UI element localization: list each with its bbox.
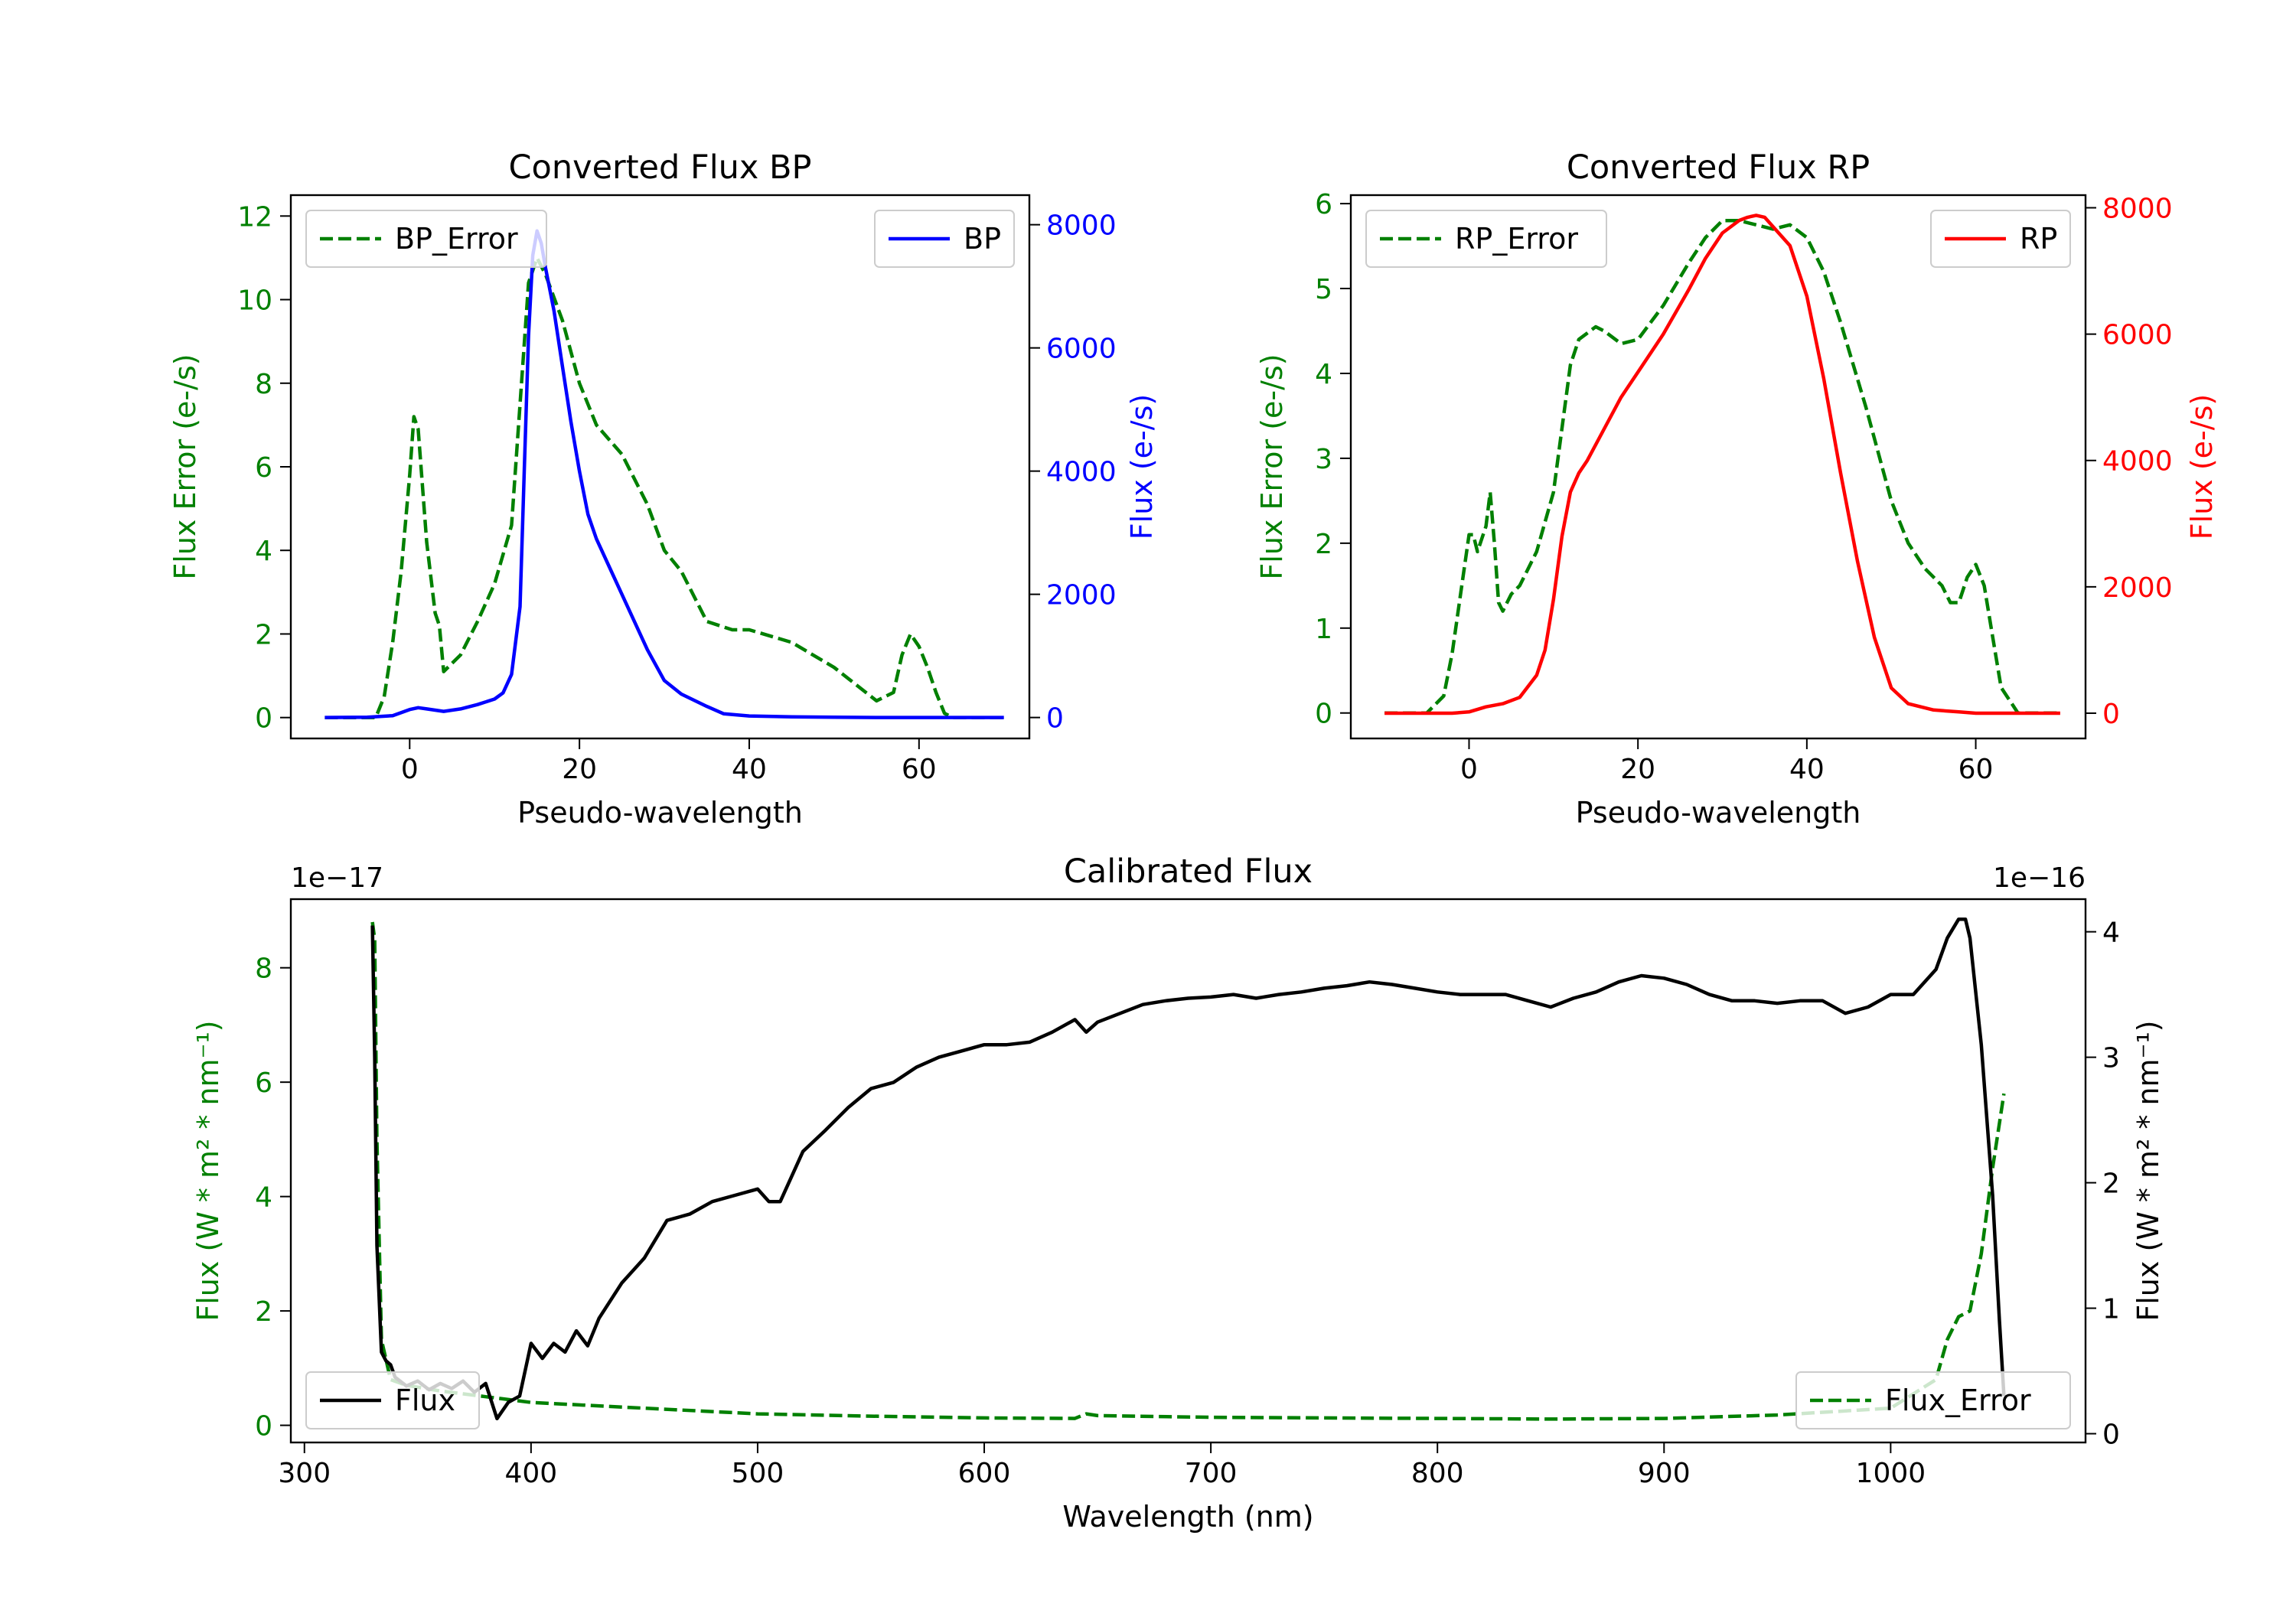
series-line-bp-error bbox=[325, 256, 1004, 719]
legend-label: BP_Error bbox=[395, 222, 518, 256]
y-tick-label-right: 8000 bbox=[2102, 194, 2173, 225]
chart-title: Calibrated Flux bbox=[1064, 852, 1313, 891]
y-tick-label-right: 2000 bbox=[1046, 580, 1117, 611]
x-tick-label: 0 bbox=[401, 754, 419, 785]
y-tick-label-right: 2 bbox=[2102, 1169, 2120, 1200]
x-axis-label: Wavelength (nm) bbox=[1062, 1500, 1313, 1534]
x-tick-label: 20 bbox=[562, 754, 597, 785]
y-tick-label-left: 0 bbox=[1315, 699, 1332, 730]
y-tick-label-left: 8 bbox=[255, 953, 272, 985]
plot-frame bbox=[289, 898, 2087, 1444]
y-tick-label-left: 6 bbox=[255, 1068, 272, 1099]
y-tick-label-left: 4 bbox=[255, 1182, 272, 1214]
legend-right: Flux_Error bbox=[1795, 1371, 2071, 1429]
y-tick-label-left: 2 bbox=[1315, 529, 1332, 560]
legend-right: RP bbox=[1930, 210, 2071, 268]
panel-rp: 0 20 40 60012345602000400060008000Converted… bbox=[1255, 148, 2219, 830]
y-tick-label-left: 4 bbox=[255, 536, 272, 567]
legend-left: Flux bbox=[305, 1371, 480, 1429]
x-tick-label: 800 bbox=[1411, 1458, 1464, 1489]
y-tick-label-right: 0 bbox=[1046, 703, 1064, 735]
y-tick-label-right: 4000 bbox=[2102, 446, 2173, 478]
legend-frame bbox=[305, 1371, 480, 1429]
series-line-rp bbox=[1384, 214, 2060, 715]
y-tick-label-left: 8 bbox=[255, 369, 272, 400]
legend-frame bbox=[1795, 1371, 2071, 1429]
legend-label: RP bbox=[2020, 222, 2057, 256]
panel-cal: 300 400 500 600 700 800 900 1000 0 2 4 6 8 0 1 2 3 4 Calib… bbox=[191, 852, 2165, 1534]
x-tick-label: 20 bbox=[1620, 754, 1655, 785]
x-tick-label: 1000 bbox=[1856, 1458, 1926, 1489]
series-line-flux-error bbox=[370, 921, 2006, 1421]
x-tick-label: 40 bbox=[732, 754, 767, 785]
legend-label: RP_Error bbox=[1455, 222, 1578, 256]
x-axis-label: Pseudo-wavelength bbox=[1576, 796, 1861, 830]
chart-title: Converted Flux BP bbox=[509, 148, 812, 187]
y-axis-label-left: Flux Error (e-/s) bbox=[1255, 354, 1289, 579]
y-tick-label-left: 12 bbox=[237, 201, 272, 233]
chart-title: Converted Flux RP bbox=[1567, 148, 1870, 187]
x-tick-label: 500 bbox=[732, 1458, 784, 1489]
offset-label-left: 1e−17 bbox=[291, 862, 383, 894]
y-tick-label-left: 0 bbox=[255, 1411, 272, 1442]
x-tick-label: 60 bbox=[1958, 754, 1994, 785]
y-tick-label-left: 4 bbox=[1315, 359, 1332, 390]
legend-label: Flux_Error bbox=[1885, 1384, 2031, 1417]
y-tick-label-left: 5 bbox=[1315, 274, 1332, 305]
y-tick-label-right: 4000 bbox=[1046, 457, 1117, 488]
x-tick-label: 0 bbox=[1460, 754, 1478, 785]
y-tick-label-left: 2 bbox=[255, 1296, 272, 1328]
x-tick-label: 400 bbox=[504, 1458, 557, 1489]
legend-right: BP bbox=[874, 210, 1015, 268]
x-tick-label: 900 bbox=[1638, 1458, 1691, 1489]
legend-left: BP_Error bbox=[305, 210, 547, 268]
y-tick-label-right: 8000 bbox=[1046, 210, 1117, 242]
y-axis-label-right: Flux (e-/s) bbox=[2185, 394, 2219, 539]
y-tick-label-left: 6 bbox=[255, 452, 272, 484]
offset-label-right: 1e−16 bbox=[1993, 862, 2086, 894]
x-tick-label: 40 bbox=[1789, 754, 1825, 785]
y-tick-label-left: 2 bbox=[255, 619, 272, 650]
y-axis-label-left: Flux (W * m² * nm⁻¹) bbox=[191, 1020, 225, 1321]
y-tick-label-right: 6000 bbox=[1046, 334, 1117, 365]
y-tick-label-right: 0 bbox=[2102, 1420, 2120, 1451]
y-tick-label-right: 2000 bbox=[2102, 572, 2173, 604]
legend-left: RP_Error bbox=[1365, 210, 1607, 268]
legend-frame bbox=[305, 210, 547, 268]
legend-label: BP bbox=[964, 222, 1001, 256]
plot-frame bbox=[1349, 194, 2087, 740]
y-axis-label-right: Flux (W * m² * nm⁻¹) bbox=[2131, 1020, 2165, 1321]
series-line-bp bbox=[325, 229, 1004, 719]
y-tick-label-left: 1 bbox=[1315, 614, 1332, 645]
y-tick-label-left: 10 bbox=[237, 285, 272, 317]
y-tick-label-right: 0 bbox=[2102, 699, 2120, 730]
y-axis-label-right: Flux (e-/s) bbox=[1125, 394, 1159, 539]
legend-frame bbox=[1365, 210, 1607, 268]
y-tick-label-right: 6000 bbox=[2102, 320, 2173, 351]
series-line-flux bbox=[370, 917, 2006, 1421]
series-line-rp-error bbox=[1384, 219, 2060, 715]
y-axis-label-left: Flux Error (e-/s) bbox=[168, 354, 202, 579]
y-tick-label-left: 3 bbox=[1315, 444, 1332, 475]
y-tick-label-left: 6 bbox=[1315, 189, 1332, 220]
y-tick-label-left: 0 bbox=[255, 703, 272, 735]
y-tick-label-right: 4 bbox=[2102, 918, 2120, 949]
y-tick-label-right: 1 bbox=[2102, 1294, 2120, 1325]
x-tick-label: 600 bbox=[958, 1458, 1011, 1489]
y-tick-label-right: 3 bbox=[2102, 1043, 2120, 1074]
panel-bp: 0 20 40 60 0 2 4 6 8 10 12 0 2000 4000 6000 8000 Convert… bbox=[168, 148, 1159, 830]
x-tick-label: 700 bbox=[1185, 1458, 1238, 1489]
plot-frame bbox=[289, 194, 1031, 740]
x-tick-label: 300 bbox=[278, 1458, 331, 1489]
x-axis-label: Pseudo-wavelength bbox=[517, 796, 803, 830]
legend-label: Flux bbox=[395, 1384, 455, 1417]
x-tick-label: 60 bbox=[902, 754, 937, 785]
